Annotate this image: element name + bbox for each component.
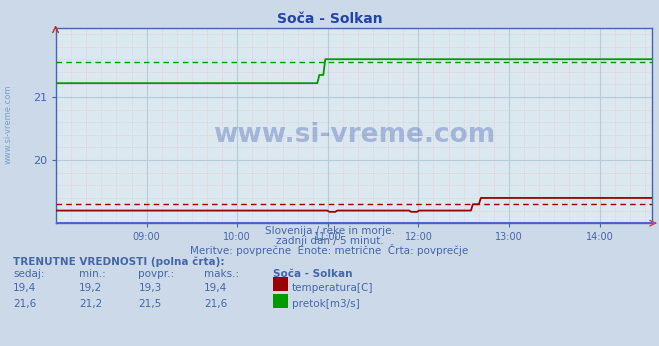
- Text: temperatura[C]: temperatura[C]: [292, 283, 374, 293]
- Text: Soča - Solkan: Soča - Solkan: [273, 269, 353, 279]
- Text: 21,2: 21,2: [79, 299, 102, 309]
- Text: Slovenija / reke in morje.: Slovenija / reke in morje.: [264, 226, 395, 236]
- Text: www.si-vreme.com: www.si-vreme.com: [213, 122, 496, 148]
- Text: pretok[m3/s]: pretok[m3/s]: [292, 299, 360, 309]
- Text: 19,4: 19,4: [13, 283, 36, 293]
- Text: Meritve: povprečne  Enote: metrične  Črta: povprečje: Meritve: povprečne Enote: metrične Črta:…: [190, 244, 469, 256]
- Text: 19,2: 19,2: [79, 283, 102, 293]
- Text: www.si-vreme.com: www.si-vreme.com: [3, 85, 13, 164]
- Text: sedaj:: sedaj:: [13, 269, 45, 279]
- Text: povpr.:: povpr.:: [138, 269, 175, 279]
- Text: 19,4: 19,4: [204, 283, 227, 293]
- Text: 21,5: 21,5: [138, 299, 161, 309]
- Text: 21,6: 21,6: [204, 299, 227, 309]
- Text: maks.:: maks.:: [204, 269, 239, 279]
- Text: TRENUTNE VREDNOSTI (polna črta):: TRENUTNE VREDNOSTI (polna črta):: [13, 256, 225, 267]
- Text: 19,3: 19,3: [138, 283, 161, 293]
- Text: min.:: min.:: [79, 269, 106, 279]
- Text: Soča - Solkan: Soča - Solkan: [277, 12, 382, 26]
- Text: zadnji dan / 5 minut.: zadnji dan / 5 minut.: [275, 236, 384, 246]
- Text: 21,6: 21,6: [13, 299, 36, 309]
